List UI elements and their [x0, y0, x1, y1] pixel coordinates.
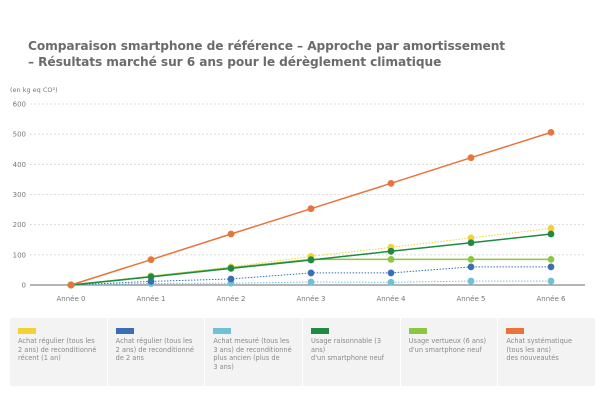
- data-point: [547, 128, 555, 136]
- data-point: [467, 277, 475, 285]
- legend-item: Achat mesuré (tous les 3 ans) de recondi…: [205, 318, 304, 386]
- x-tick-label: Année 0: [57, 295, 86, 303]
- legend-swatch: [18, 328, 36, 334]
- x-tick-label: Année 6: [537, 295, 567, 303]
- legend-item: Usage vertueux (6 ans) d'un smartphone n…: [401, 318, 499, 386]
- legend-swatch: [506, 328, 525, 334]
- x-tick-label: Année 4: [377, 295, 407, 303]
- legend-swatch: [311, 328, 330, 334]
- data-point: [307, 256, 315, 264]
- x-tick-label: Année 1: [137, 295, 166, 303]
- data-point: [467, 234, 475, 242]
- line-chart: 0 100 200 300 400 500 600 Année 0 Année 1 Année 2…: [13, 101, 585, 303]
- legend-label: Achat régulier (tous les 2 ans) de recon…: [18, 337, 97, 362]
- data-point: [147, 273, 155, 281]
- data-point: [147, 256, 155, 264]
- data-point: [387, 179, 395, 187]
- data-point: [307, 205, 315, 213]
- data-point: [547, 230, 555, 238]
- data-point: [467, 255, 475, 263]
- legend-item: Achat régulier (tous les 2 ans) de recon…: [108, 318, 206, 386]
- legend-label: Achat régulier (tous les 2 ans) de recon…: [115, 337, 194, 362]
- y-tick-label: 100: [13, 251, 26, 259]
- legend-swatch: [213, 328, 232, 334]
- legend-item: Achat régulier (tous les 2 ans) de recon…: [10, 318, 108, 386]
- y-tick-label: 600: [13, 101, 26, 109]
- legend-label: Usage raisonnable (3 ans) d'un smartphon…: [311, 337, 385, 362]
- data-point: [227, 265, 235, 272]
- y-tick-label: 200: [13, 221, 26, 229]
- legend-item: Achat systématique (tous les ans) des no…: [498, 318, 595, 386]
- data-point: [67, 281, 75, 289]
- x-tick-label: Année 3: [297, 295, 326, 303]
- legend-item: Usage raisonnable (3 ans) d'un smartphon…: [303, 318, 401, 386]
- data-point: [547, 277, 555, 285]
- y-tick-label: 500: [13, 131, 26, 139]
- x-tick-label: Année 5: [457, 295, 486, 303]
- data-point: [387, 269, 395, 277]
- chart-title-line-1: Comparaison smartphone de référence – Ap…: [28, 39, 506, 53]
- data-point: [227, 230, 235, 238]
- legend-swatch: [408, 328, 427, 334]
- chart-legend: Achat régulier (tous les 2 ans) de recon…: [10, 318, 595, 386]
- data-point: [307, 269, 315, 277]
- data-point: [467, 239, 475, 247]
- y-tick-label: 300: [13, 191, 26, 199]
- x-tick-label: Année 2: [217, 295, 246, 303]
- data-point: [547, 263, 555, 271]
- data-point: [387, 278, 395, 286]
- y-tick-label: 400: [13, 161, 26, 169]
- data-point: [467, 263, 475, 271]
- chart-title: Comparaison smartphone de référence – Ap…: [28, 38, 505, 70]
- data-point: [547, 255, 555, 263]
- data-point: [387, 255, 395, 263]
- data-point: [227, 275, 235, 283]
- legend-label: Achat mesuré (tous les 3 ans) de recondi…: [213, 337, 292, 371]
- y-tick-label: 0: [22, 282, 26, 290]
- y-axis-unit-label: (en kg eq CO²): [10, 86, 58, 94]
- data-point: [547, 224, 555, 232]
- chart-title-line-2: – Résultats marché sur 6 ans pour le dér…: [28, 55, 442, 69]
- data-point: [387, 247, 395, 255]
- data-point: [467, 154, 475, 162]
- legend-label: Achat systématique (tous les ans) des no…: [506, 337, 572, 362]
- data-point: [307, 278, 315, 286]
- legend-label: Usage vertueux (6 ans) d'un smartphone n…: [408, 337, 487, 354]
- legend-swatch: [115, 328, 134, 334]
